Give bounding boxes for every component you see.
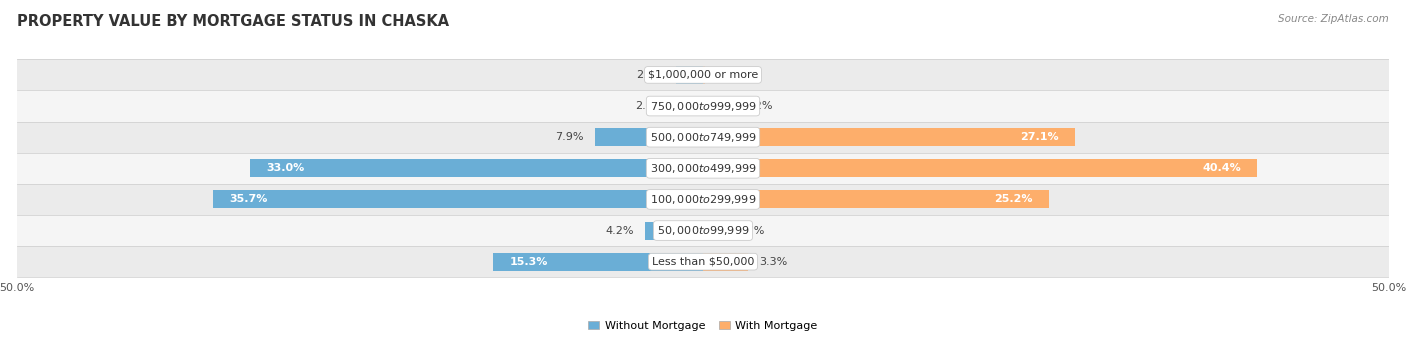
Bar [675,66,703,84]
Text: 15.3%: 15.3% [509,257,548,267]
Text: $50,000 to $99,999: $50,000 to $99,999 [657,224,749,237]
Legend: Without Mortgage, With Mortgage: Without Mortgage, With Mortgage [583,316,823,335]
Bar [703,66,704,84]
Bar [703,97,733,115]
Text: $500,000 to $749,999: $500,000 to $749,999 [650,131,756,144]
Text: 25.2%: 25.2% [994,194,1032,204]
Bar [214,190,703,208]
Bar [703,222,727,240]
Text: 1.7%: 1.7% [737,225,766,236]
Bar [17,90,1389,122]
Text: 33.0%: 33.0% [267,163,305,173]
Bar [703,253,748,271]
Bar [595,128,703,146]
Text: 40.4%: 40.4% [1202,163,1241,173]
Text: Source: ZipAtlas.com: Source: ZipAtlas.com [1278,14,1389,23]
Bar [17,122,1389,153]
Bar [494,253,703,271]
Bar [17,59,1389,90]
Text: Less than $50,000: Less than $50,000 [652,257,754,267]
Text: $300,000 to $499,999: $300,000 to $499,999 [650,162,756,175]
Text: PROPERTY VALUE BY MORTGAGE STATUS IN CHASKA: PROPERTY VALUE BY MORTGAGE STATUS IN CHA… [17,14,449,29]
Bar [645,222,703,240]
Bar [17,246,1389,277]
Text: 7.9%: 7.9% [555,132,583,142]
Text: 4.2%: 4.2% [606,225,634,236]
Bar [703,128,1074,146]
Text: $750,000 to $999,999: $750,000 to $999,999 [650,100,756,113]
Text: 3.3%: 3.3% [759,257,787,267]
Bar [17,184,1389,215]
Bar [675,97,703,115]
Text: 35.7%: 35.7% [229,194,269,204]
Bar [250,159,703,177]
Bar [703,159,1257,177]
Bar [17,215,1389,246]
Text: 2.2%: 2.2% [744,101,773,111]
Text: 27.1%: 27.1% [1019,132,1059,142]
Text: 2.1%: 2.1% [636,101,664,111]
Bar [703,190,1049,208]
Text: 0.13%: 0.13% [716,70,751,80]
Text: $1,000,000 or more: $1,000,000 or more [648,70,758,80]
Text: 2.0%: 2.0% [636,70,665,80]
Text: $100,000 to $299,999: $100,000 to $299,999 [650,193,756,206]
Bar [17,153,1389,184]
